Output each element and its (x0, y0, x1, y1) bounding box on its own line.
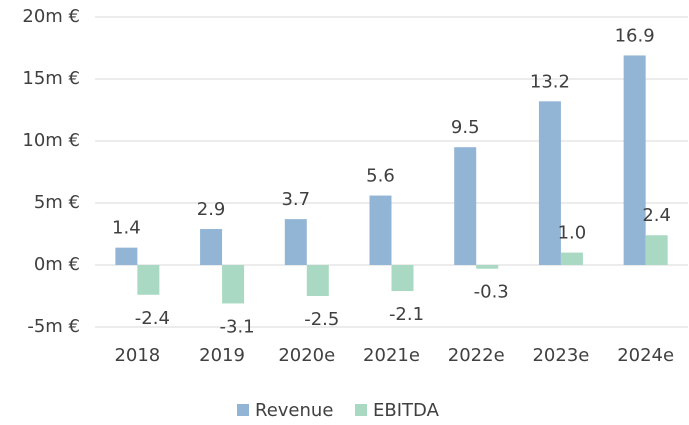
legend-swatch (237, 404, 249, 416)
data-label: 9.5 (451, 117, 480, 138)
data-label: -0.3 (474, 282, 509, 303)
bar (623, 55, 646, 265)
x-tick-label: 2019 (199, 345, 245, 366)
data-label: 2.4 (642, 205, 671, 226)
data-label: 1.4 (112, 218, 141, 239)
bar (306, 265, 329, 296)
bar (645, 235, 668, 265)
bar (115, 247, 138, 265)
x-tick-label: 2018 (114, 345, 160, 366)
bar (137, 265, 160, 295)
y-tick-label: 15m € (22, 68, 80, 89)
legend-label: EBITDA (373, 400, 440, 421)
y-tick-label: 20m € (22, 6, 80, 27)
bar (454, 147, 477, 265)
legend-swatch (355, 404, 367, 416)
bar (369, 195, 392, 265)
bar (222, 265, 245, 304)
data-label: -2.4 (135, 308, 170, 329)
legend-label: Revenue (255, 400, 333, 421)
bar (538, 101, 561, 265)
x-tick-label: 2023e (532, 345, 589, 366)
data-label: 2.9 (197, 199, 226, 220)
data-label: -2.1 (389, 304, 424, 325)
y-tick-label: 10m € (22, 130, 80, 151)
data-label: 16.9 (615, 25, 655, 46)
bar (200, 229, 223, 265)
x-tick-label: 2021e (363, 345, 420, 366)
x-tick-label: 2020e (278, 345, 335, 366)
y-tick-label: 5m € (34, 192, 80, 213)
data-label: 13.2 (530, 71, 570, 92)
data-label: 5.6 (366, 166, 395, 187)
data-label: 3.7 (281, 189, 310, 210)
y-tick-label: -5m € (27, 316, 80, 337)
data-label: -3.1 (220, 316, 255, 337)
x-tick-label: 2022e (448, 345, 505, 366)
data-label: 1.0 (558, 223, 587, 244)
y-tick-label: 0m € (34, 254, 80, 275)
bar (391, 265, 414, 292)
data-label: -2.5 (304, 309, 339, 330)
bar (560, 252, 583, 265)
x-tick-label: 2024e (617, 345, 674, 366)
bar (476, 265, 499, 269)
bar (284, 219, 307, 265)
